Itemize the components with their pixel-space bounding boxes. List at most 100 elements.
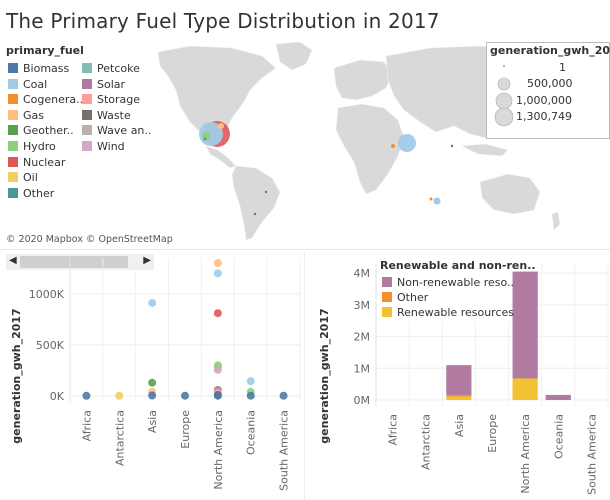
bar-x-tick: Africa: [387, 414, 400, 445]
fuel-legend-item[interactable]: Hydro: [8, 140, 56, 154]
size-circle-1m: [495, 92, 513, 110]
scatter-point[interactable]: [148, 298, 157, 307]
size-circle-1: [503, 65, 505, 67]
scatter-x-tick: North America: [212, 410, 225, 490]
bar-y-tick: 0M: [354, 394, 371, 407]
bar-segment[interactable]: [446, 395, 472, 397]
fuel-swatch: [8, 109, 18, 120]
legend-swatch: [382, 292, 392, 302]
fuel-label: Hydro: [23, 140, 56, 153]
legend-swatch: [382, 277, 392, 287]
scatter-point[interactable]: [213, 309, 222, 318]
legend-item-other[interactable]: Other: [382, 291, 428, 304]
legend-item-non-renewable[interactable]: Non-renewable reso..: [382, 276, 514, 289]
size-label-1300k: 1,300,749: [516, 110, 572, 123]
size-label-1m: 1,000,000: [516, 94, 572, 107]
fuel-swatch: [82, 94, 92, 105]
scatter-point[interactable]: [213, 391, 222, 400]
fuel-swatch: [82, 78, 92, 89]
fuel-legend-item[interactable]: Wind: [82, 140, 125, 154]
size-label-1: 1: [559, 61, 566, 74]
scatter-y-axis-title: generation_gwh_2017: [10, 308, 23, 443]
fuel-legend-item[interactable]: Coal: [8, 78, 47, 92]
scatter-y-tick: 1000K: [29, 288, 65, 301]
fuel-label: Cogenera..: [23, 93, 84, 107]
fuel-swatch: [82, 125, 92, 136]
fuel-legend-item[interactable]: Biomass: [8, 62, 69, 76]
scrollbar-thumb[interactable]: [20, 256, 128, 268]
fuel-legend-item[interactable]: Oil: [8, 171, 38, 185]
scatter-point[interactable]: [82, 391, 91, 400]
bar-legend-title: Renewable and non-ren..: [380, 259, 536, 272]
fuel-legend-item[interactable]: Geother..: [8, 124, 74, 138]
marker-australia-gas: [429, 197, 433, 201]
fuel-legend-item[interactable]: Gas: [8, 109, 44, 123]
fuel-legend-item[interactable]: Storage: [82, 93, 140, 107]
legend-label: Non-renewable reso..: [397, 276, 515, 289]
legend-label: Renewable resources: [397, 306, 515, 319]
fuel-label: Biomass: [23, 62, 70, 75]
scroll-right-icon[interactable]: ▶: [143, 255, 151, 266]
chart-divider: [304, 252, 305, 500]
fuel-legend[interactable]: primary_fuel Biomass Coal Cogenera.. Gas Geo…: [2, 42, 154, 270]
scatter-point[interactable]: [246, 377, 255, 386]
map-attribution[interactable]: © 2020 Mapbox © OpenStreetMap: [6, 234, 173, 245]
scatter-point[interactable]: [213, 259, 222, 268]
scatter-point[interactable]: [148, 391, 157, 400]
scatter-point[interactable]: [213, 365, 222, 374]
marker-africa-small: [203, 137, 207, 141]
central-america: [205, 145, 237, 169]
scatter-point[interactable]: [148, 378, 157, 387]
scatter-point[interactable]: [279, 391, 288, 400]
fuel-legend-item[interactable]: Wave an..: [82, 124, 151, 138]
bar-x-tick: Oceania: [552, 414, 565, 459]
bar-segment[interactable]: [512, 378, 538, 400]
marker-africa-dot: [264, 190, 268, 194]
fuel-legend-item[interactable]: Waste: [82, 109, 131, 123]
fuel-legend-item[interactable]: Nuclear: [8, 156, 65, 170]
fuel-legend-item[interactable]: Petcoke: [82, 62, 140, 76]
fuel-label: Storage: [97, 93, 141, 107]
bar-x-tick: Europe: [486, 414, 499, 453]
fuel-label: Solar: [97, 77, 126, 91]
section-divider: [0, 249, 610, 250]
fuel-legend-item[interactable]: Cogenera..: [8, 93, 83, 107]
bar-x-tick: North America: [519, 414, 532, 494]
fuel-label: Other: [23, 186, 55, 200]
bar-x-tick: Asia: [453, 414, 466, 437]
scatter-x-tick: South America: [278, 410, 291, 491]
scroll-left-icon[interactable]: ◀: [9, 255, 17, 266]
bar-segment[interactable]: [446, 396, 472, 400]
fuel-legend-item[interactable]: Solar: [82, 78, 125, 92]
legend-item-renewable[interactable]: Renewable resources: [382, 306, 514, 319]
size-legend-title: generation_gwh_2017: [490, 44, 610, 57]
bar-segment[interactable]: [512, 271, 538, 379]
fuel-legend-item[interactable]: Other: [8, 187, 54, 201]
legend-label: Other: [397, 291, 429, 304]
scatter-chart[interactable]: generation_gwh_2017 0K 500K 1000K Africa Ant…: [0, 252, 304, 500]
size-legend[interactable]: generation_gwh_2017 1 500,000 1,000,000 …: [486, 42, 610, 139]
bar-segment[interactable]: [446, 365, 472, 396]
south-america: [231, 165, 281, 241]
legend-swatch: [382, 307, 392, 317]
fuel-label: Petcoke: [97, 62, 140, 75]
marker-australia-coal: [433, 197, 441, 205]
fuel-label: Oil: [23, 171, 38, 185]
fuel-swatch: [8, 125, 18, 136]
bar-y-tick: 2M: [354, 331, 371, 344]
fuel-swatch: [82, 63, 92, 73]
fuel-legend-scrollbar[interactable]: ◀ ▶: [6, 254, 154, 270]
bar-legend[interactable]: Renewable and non-ren.. Non-renewable re…: [378, 258, 536, 322]
scatter-point[interactable]: [115, 391, 124, 400]
scatter-point[interactable]: [246, 391, 255, 400]
europe: [333, 59, 393, 101]
bar-segment[interactable]: [545, 394, 571, 400]
size-circle-500k: [497, 77, 511, 91]
fuel-legend-title: primary_fuel: [6, 44, 84, 57]
scatter-point[interactable]: [181, 391, 189, 400]
fuel-label: Waste: [97, 108, 131, 122]
fuel-swatch: [8, 94, 18, 105]
scatter-point[interactable]: [213, 269, 222, 278]
greenland: [275, 42, 313, 71]
scatter-x-tick: Africa: [80, 410, 93, 441]
